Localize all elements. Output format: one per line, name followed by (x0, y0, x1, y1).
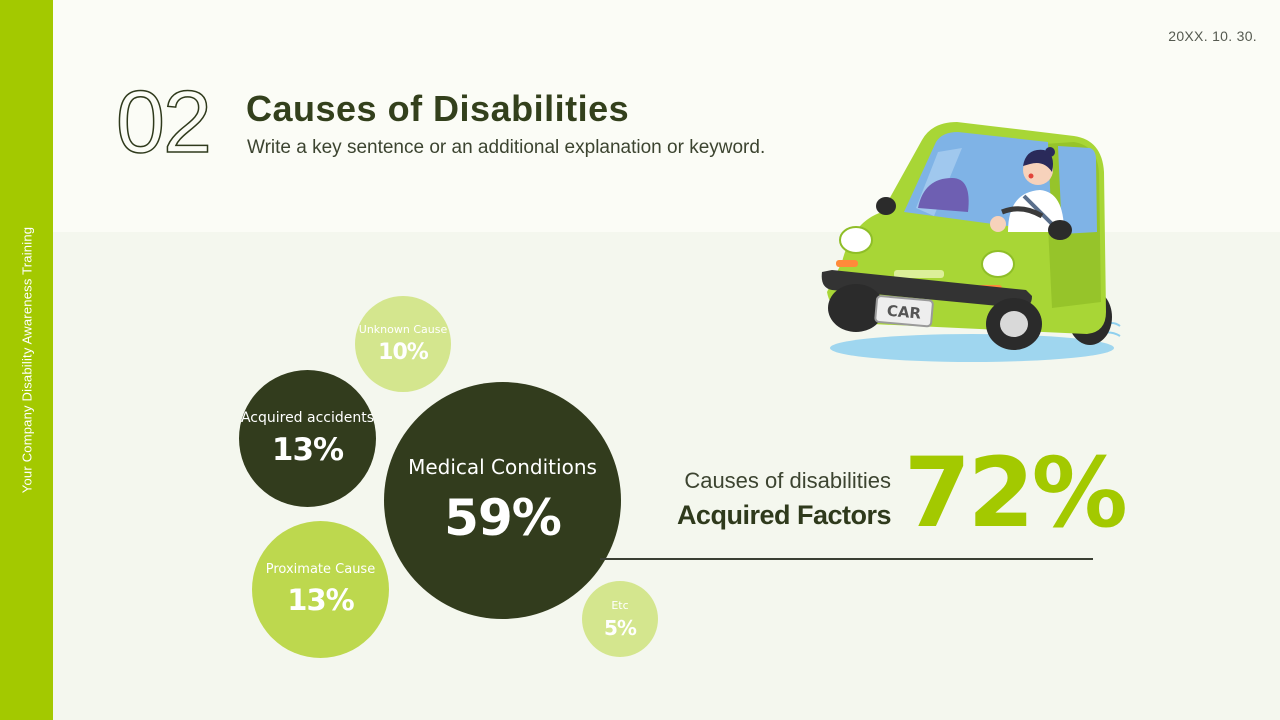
bubble-acquired-accidents: Acquired accidents 13% (239, 370, 376, 507)
bubble-unknown-cause: Unknown Cause 10% (355, 296, 451, 392)
bubble-value: 59% (444, 488, 562, 547)
date-label: 20XX. 10. 30. (1168, 28, 1257, 44)
page-subtitle: Write a key sentence or an additional ex… (247, 137, 766, 158)
bubble-label: Etc (611, 598, 629, 612)
section-number: 02 (115, 72, 212, 171)
bubble-value: 13% (271, 431, 344, 468)
callout-heading: Acquired Factors (676, 500, 892, 530)
bubble-value: 5% (604, 615, 637, 640)
side-bar: Your Company Disability Awareness Traini… (0, 0, 53, 720)
divider-line (600, 558, 1093, 560)
page-title: Causes of Disabilities (246, 88, 630, 129)
callout-percent: 72% (904, 437, 1128, 549)
front-left-wheel (828, 284, 884, 332)
bubble-label: Acquired accidents (240, 409, 375, 426)
bubble-label: Medical Conditions (408, 454, 597, 479)
bubble-value: 13% (287, 583, 354, 617)
side-label: Your Company Disability Awareness Traini… (19, 226, 35, 494)
bubble-etc: Etc 5% (582, 581, 658, 657)
car-bumper (821, 270, 1032, 308)
bubble-value: 10% (378, 340, 429, 365)
license-plate-text: CAR (886, 302, 922, 323)
water-puddle (830, 334, 1114, 362)
bubble-label: Unknown Cause (358, 323, 448, 336)
bubble-medical-conditions: Medical Conditions 59% (384, 382, 621, 619)
right-headlight (981, 250, 1015, 278)
car-illustration: CAR (821, 122, 1121, 362)
license-plate: CAR (874, 295, 934, 328)
left-headlight (839, 226, 873, 254)
callout-caption: Causes of disabilities (684, 468, 891, 493)
bubble-proximate-cause: Proximate Cause 13% (252, 521, 389, 658)
car-side-window (1058, 146, 1097, 234)
bubble-label: Proximate Cause (265, 562, 376, 577)
